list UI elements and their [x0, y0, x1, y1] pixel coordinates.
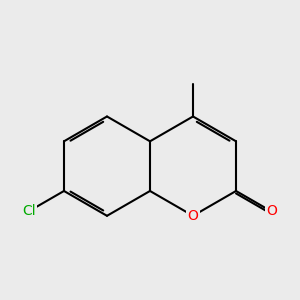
- Text: Cl: Cl: [22, 204, 35, 218]
- Text: O: O: [266, 204, 277, 218]
- Text: O: O: [188, 209, 198, 223]
